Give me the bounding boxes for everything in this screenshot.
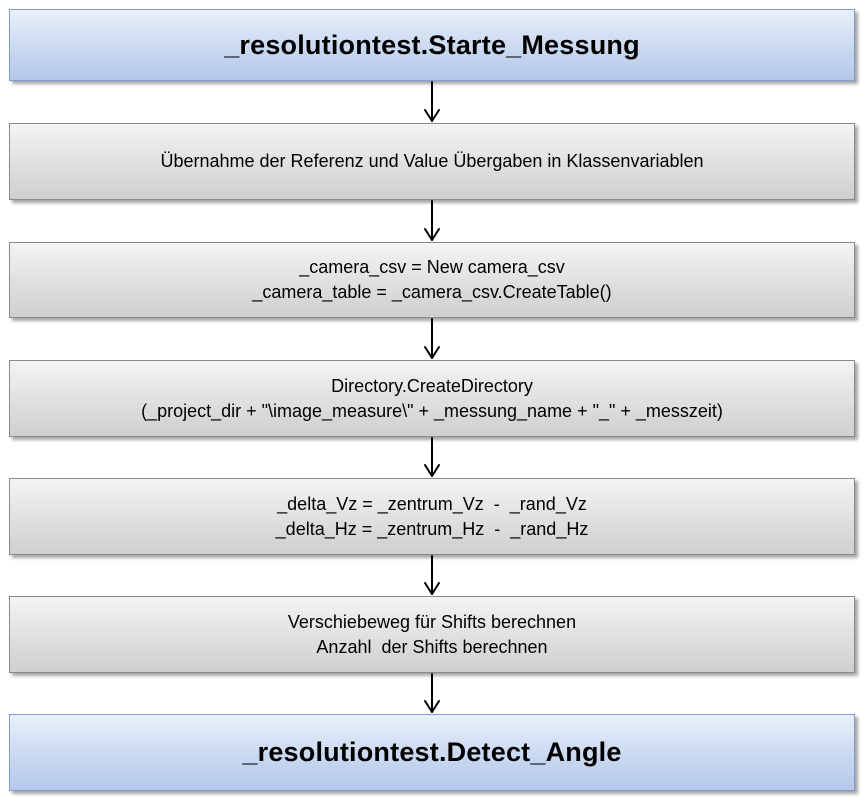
process-step-5-line-1: Verschiebeweg für Shifts berechnen [287,611,577,632]
process-step-1-line-1: Übernahme der Referenz und Value Übergab… [160,151,704,171]
flow-arrow-5 [424,555,440,595]
flow-arrow-2 [424,200,440,241]
start-node-title: _resolutiontest.Starte_Messung [224,29,640,60]
process-step-2-line-1: _camera_csv = New camera_csv [299,257,565,277]
process-step-5: Verschiebeweg für Shifts berechnen Anzah… [9,596,855,673]
flow-arrow-4 [424,437,440,477]
process-step-3-line-2: (_project_dir + "\image_measure\" + _mes… [141,400,723,421]
end-node-title: _resolutiontest.Detect_Angle [242,737,622,767]
process-step-4-line-1: _delta_Vz = _zentrum_Vz - _rand_Vz [277,493,587,514]
process-step-4: _delta_Vz = _zentrum_Vz - _rand_Vz _delt… [9,478,855,555]
flow-arrow-6 [424,673,440,713]
start-node: _resolutiontest.Starte_Messung [9,9,855,81]
process-step-1: Übernahme der Referenz und Value Übergab… [9,123,855,200]
process-step-5-line-2: Anzahl der Shifts berechnen [316,636,548,657]
end-node: _resolutiontest.Detect_Angle [9,714,855,791]
process-step-2-line-2: _camera_table = _camera_csv.CreateTable(… [252,282,612,302]
flow-arrow-3 [424,318,440,359]
flow-arrow-1 [424,81,440,122]
process-step-3: Directory.CreateDirectory (_project_dir … [9,360,855,437]
process-step-2: _camera_csv = New camera_csv _camera_tab… [9,242,855,318]
process-step-3-line-1: Directory.CreateDirectory [331,375,533,396]
process-step-4-line-2: _delta_Hz = _zentrum_Hz - _rand_Hz [275,518,589,539]
